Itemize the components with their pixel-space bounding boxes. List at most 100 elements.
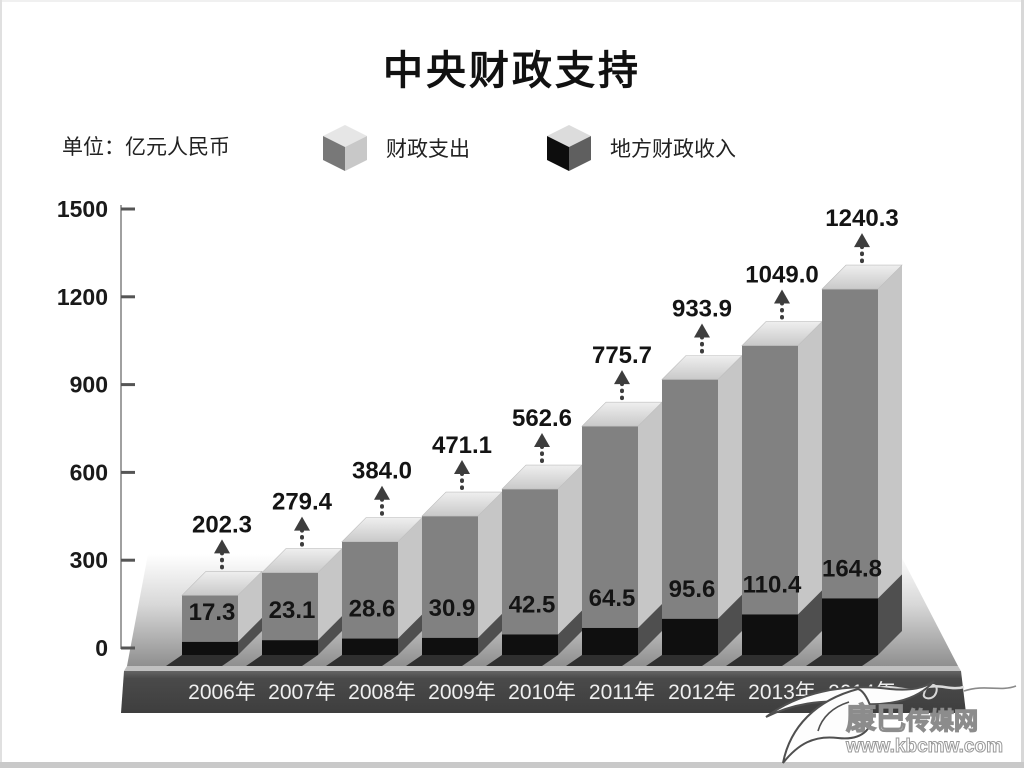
bar-shadow-2008 [326, 655, 398, 666]
bar-front-revenue-2010 [502, 634, 558, 655]
y-axis-label: 900 [70, 372, 108, 398]
bar-side-expenditure-2007 [318, 548, 342, 641]
watermark-logo-leaf-icon [782, 687, 874, 764]
x-axis-label: 2010年 [508, 681, 576, 704]
arrow-up-icon [774, 289, 790, 304]
bar-side-expenditure-2010 [558, 465, 582, 635]
bar-side-expenditure-2012 [718, 355, 742, 619]
arrow-up-icon [854, 233, 870, 248]
bar-top-face-2014 [821, 264, 903, 290]
bar-front-revenue-2012 [662, 618, 718, 655]
bar-revenue-label: 28.6 [349, 596, 396, 623]
bar-revenue-label: 164.8 [822, 555, 882, 582]
bar-side-expenditure-2009 [478, 492, 502, 638]
bar-front-revenue-2009 [422, 637, 478, 655]
bar-side-revenue-2007 [318, 616, 342, 655]
top-edge [0, 0, 1024, 2]
bar-side-expenditure-2008 [398, 517, 422, 639]
bar-side-revenue-2013 [798, 590, 822, 655]
bar-front-expenditure-2009 [422, 516, 478, 638]
bar-total-label: 933.9 [672, 295, 732, 322]
bar-side-revenue-2008 [398, 614, 422, 655]
bar-side-expenditure-2006 [238, 571, 262, 642]
bar-revenue-label: 110.4 [743, 571, 802, 598]
y-axis-label: 600 [70, 459, 108, 485]
bar-front-expenditure-2006 [182, 595, 238, 642]
bar-front-revenue-2011 [582, 627, 638, 655]
arrow-up-icon [374, 485, 390, 500]
bar-side-revenue-2014 [878, 574, 902, 655]
left-edge [0, 0, 2, 768]
bar-revenue-label: 64.5 [589, 585, 636, 612]
bar-side-revenue-2006 [238, 617, 262, 655]
right-edge [1021, 0, 1024, 768]
bar-total-label: 1240.3 [825, 205, 898, 232]
y-axis-label: 1500 [57, 196, 108, 222]
bar-front-revenue-2007 [262, 640, 318, 655]
x-axis-label: 2007年 [268, 681, 336, 704]
legend-item-local-revenue: 地方财政收入 [544, 124, 736, 172]
bar-front-expenditure-2012 [662, 379, 718, 619]
bar-shadow-2009 [406, 655, 478, 666]
bar-total-label: 471.1 [432, 432, 492, 459]
x-axis-label: 2009年 [428, 681, 496, 704]
bar-front-revenue-2013 [742, 614, 798, 655]
bar-side-expenditure-2013 [798, 321, 822, 615]
bar-revenue-label: 30.9 [429, 595, 476, 622]
bar-front-expenditure-2008 [342, 541, 398, 639]
watermark-logo-curl-icon [817, 701, 850, 732]
y-axis-label: 0 [95, 635, 108, 661]
bar-shadow-2011 [566, 655, 638, 666]
arrow-up-icon [454, 460, 470, 475]
bar-revenue-label: 42.5 [509, 591, 556, 618]
bar-shadow-2006 [166, 655, 238, 666]
arrow-up-icon [694, 323, 710, 338]
bar-side-revenue-2012 [718, 594, 742, 655]
y-axis-label: 1200 [57, 284, 108, 310]
bar-revenue-label: 23.1 [269, 597, 316, 624]
bar-front-expenditure-2011 [582, 426, 638, 628]
bar-side-expenditure-2014 [878, 265, 902, 599]
bar-side-revenue-2011 [638, 603, 662, 655]
page-title: 中央财政支持 [383, 49, 641, 93]
platform-front-band [121, 671, 966, 713]
bar-front-expenditure-2014 [822, 289, 878, 599]
arrow-up-icon [614, 370, 630, 385]
x-axis-label: 2011年 [589, 681, 655, 704]
unit-label: 单位：亿元人民币 [62, 136, 230, 159]
bottom-edge [0, 762, 1024, 768]
bar-front-expenditure-2007 [262, 572, 318, 641]
bar-total-label: 384.0 [352, 458, 412, 485]
bar-shadow-2010 [486, 655, 558, 666]
legend-label-fiscal-expenditure: 财政支出 [386, 138, 470, 161]
bar-total-label: 202.3 [192, 511, 252, 538]
watermark-site-url: www.kbcmw.com [845, 736, 1003, 757]
legend-cube-black-icon [547, 125, 591, 171]
x-axis-label: 2006年 [188, 681, 256, 704]
bar-front-revenue-2006 [182, 641, 238, 655]
x-axis-label: 2012年 [668, 681, 736, 704]
bar-side-revenue-2010 [558, 610, 582, 655]
bar-front-expenditure-2013 [742, 345, 798, 615]
bar-total-label: 562.6 [512, 405, 572, 432]
x-axis-label: 2008年 [348, 681, 416, 704]
arrow-up-icon [534, 433, 550, 448]
legend-label-local-revenue: 地方财政收入 [610, 138, 736, 161]
bar-total-label: 279.4 [272, 489, 333, 516]
bar-shadow-2012 [646, 655, 718, 666]
y-axis-label: 300 [70, 547, 108, 573]
legend-cube-gray-icon [323, 125, 367, 171]
watermark-squiggle-tail [963, 685, 1017, 692]
bar-shadow-2013 [726, 655, 798, 666]
platform-bevel-edge [124, 666, 961, 671]
bar-revenue-label: 95.6 [669, 576, 716, 603]
watermark-site-name: 康巴传媒网 [846, 702, 978, 736]
bar-total-label: 1049.0 [745, 262, 818, 289]
bar-shadow-2007 [246, 655, 318, 666]
arrow-up-icon [214, 539, 230, 554]
bar-total-label: 775.7 [592, 342, 652, 369]
bar-side-revenue-2009 [478, 613, 502, 655]
bar-front-revenue-2014 [822, 598, 878, 655]
bar-side-expenditure-2011 [638, 402, 662, 628]
